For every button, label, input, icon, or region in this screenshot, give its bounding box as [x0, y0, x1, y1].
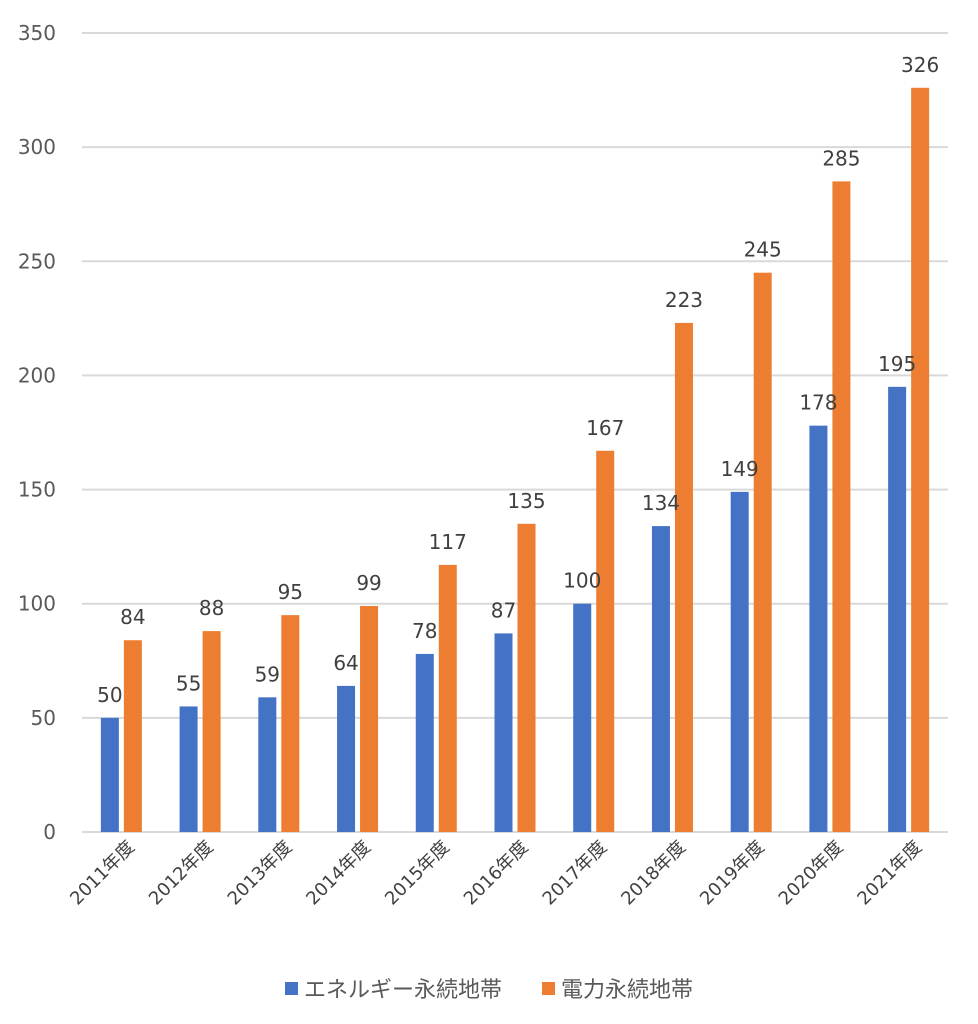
legend: エネルギー永続地帯 電力永続地帯 — [0, 972, 978, 1004]
bar-power — [832, 181, 851, 832]
bar-energy — [415, 653, 434, 832]
bar-power — [438, 564, 457, 832]
y-tick-label: 50 — [31, 706, 56, 730]
y-axis-ticks: 0 50 100 150 200 250 300 350 — [18, 21, 56, 844]
x-tick-label: 2014年度 — [302, 837, 375, 910]
x-tick-label: 2016年度 — [460, 837, 533, 910]
legend-item-energy: エネルギー永続地帯 — [284, 972, 502, 1004]
data-label: 100 — [563, 569, 601, 593]
data-label: 195 — [878, 352, 916, 376]
x-tick-label: 2012年度 — [145, 837, 218, 910]
data-label: 245 — [744, 238, 782, 262]
data-label: 50 — [97, 683, 122, 707]
data-label: 84 — [120, 605, 145, 629]
bar-energy — [337, 685, 356, 832]
bar-power — [753, 272, 772, 832]
bar-power — [596, 450, 615, 832]
data-labels: 50 55 59 64 78 87 100 134 149 178 195 84 88 95 99 117 13… — [97, 53, 939, 707]
data-label: 55 — [176, 671, 201, 695]
x-tick-label: 2018年度 — [617, 837, 690, 910]
data-label: 223 — [665, 288, 703, 312]
data-label: 64 — [333, 651, 358, 675]
bar-power — [911, 87, 930, 832]
legend-label-power: 電力永続地帯 — [561, 978, 694, 1003]
data-label: 99 — [356, 571, 381, 595]
x-axis-ticks: 2011年度 2012年度 2013年度 2014年度 2015年度 2016年度 2017… — [66, 837, 926, 910]
y-tick-label: 150 — [18, 478, 56, 502]
data-label: 135 — [507, 489, 545, 513]
bars — [100, 87, 930, 832]
x-tick-label: 2017年度 — [539, 837, 612, 910]
bar-energy — [494, 633, 513, 832]
bar-power — [123, 640, 142, 832]
bar-energy — [651, 526, 670, 832]
x-tick-label: 2015年度 — [381, 837, 454, 910]
bar-energy — [573, 603, 592, 832]
y-tick-label: 350 — [18, 21, 56, 45]
data-label: 87 — [491, 598, 516, 622]
y-tick-label: 100 — [18, 592, 56, 616]
bar-energy — [258, 697, 277, 832]
legend-swatch-power — [542, 981, 555, 995]
data-label: 88 — [199, 596, 224, 620]
y-tick-label: 0 — [43, 820, 56, 844]
legend-label-energy: エネルギー永続地帯 — [303, 978, 502, 1003]
bar-energy — [809, 425, 828, 832]
data-label: 178 — [799, 391, 837, 415]
data-label: 59 — [255, 662, 280, 686]
gridlines — [82, 32, 948, 833]
x-tick-label: 2011年度 — [66, 837, 139, 910]
bar-power — [674, 322, 693, 832]
legend-item-power: 電力永続地帯 — [542, 972, 693, 1004]
y-tick-label: 250 — [18, 249, 56, 273]
x-tick-label: 2013年度 — [224, 837, 297, 910]
x-tick-label: 2021年度 — [853, 837, 926, 910]
y-tick-label: 200 — [18, 363, 56, 387]
data-label: 149 — [721, 457, 759, 481]
bar-energy — [730, 491, 749, 832]
bar-energy — [888, 386, 907, 832]
data-label: 78 — [412, 619, 437, 643]
data-label: 285 — [822, 146, 860, 170]
bar-energy — [100, 717, 119, 832]
data-label: 167 — [586, 416, 624, 440]
bar-power — [360, 605, 379, 832]
data-label: 326 — [901, 53, 939, 77]
data-label: 95 — [278, 580, 303, 604]
x-tick-label: 2019年度 — [696, 837, 769, 910]
data-label: 117 — [429, 530, 467, 554]
data-label: 134 — [642, 491, 680, 515]
bar-power — [202, 631, 221, 832]
bar-energy — [179, 706, 198, 832]
legend-swatch-energy — [284, 981, 298, 995]
bar-power — [281, 615, 300, 832]
x-tick-label: 2020年度 — [775, 837, 848, 910]
bar-chart: 0 50 100 150 200 250 300 350 50 55 59 64 78 87 100 134… — [18, 21, 948, 910]
bar-power — [517, 523, 536, 832]
y-tick-label: 300 — [18, 135, 56, 159]
